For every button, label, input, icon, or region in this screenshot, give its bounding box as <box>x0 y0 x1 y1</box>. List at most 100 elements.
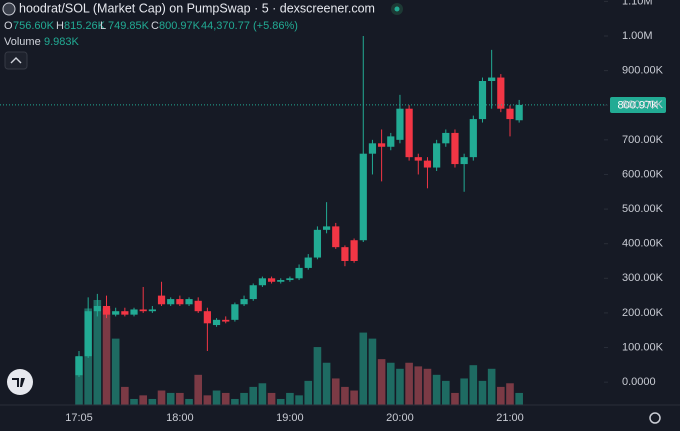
volume-bar <box>341 386 349 405</box>
candle-body <box>286 278 294 281</box>
candle-body <box>75 356 83 376</box>
tv-logo-mark <box>12 378 25 387</box>
volume-bar <box>331 378 340 405</box>
volume-bar <box>442 380 450 405</box>
candle-body <box>139 309 147 312</box>
close-value: 800.97K <box>159 20 201 32</box>
y-tick-label: 900.00K <box>622 65 664 77</box>
volume-bar <box>469 365 478 405</box>
x-tick-label: 17:05 <box>65 412 93 424</box>
candle-body <box>267 278 276 282</box>
candle-body <box>167 299 175 305</box>
volume-bar <box>148 398 157 405</box>
y-tick-label: 100.00K <box>622 341 664 353</box>
candle-body <box>222 319 230 322</box>
candle-body <box>341 247 349 261</box>
volume-bar <box>176 392 184 405</box>
y-tick-label: 300.00K <box>622 272 664 284</box>
volume-bar <box>368 338 377 405</box>
volume-bar <box>359 332 368 405</box>
y-tick-label: 1.00M <box>622 30 653 42</box>
y-tick-label: 700.00K <box>622 134 664 146</box>
candle-body <box>176 299 184 305</box>
candle-body <box>112 311 120 315</box>
plot-area <box>0 36 608 405</box>
candle-body <box>231 304 239 320</box>
volume-bar <box>487 368 496 405</box>
y-tick-label: 800.00K <box>622 99 664 111</box>
volume-bar <box>304 380 313 405</box>
volume-bar <box>295 395 303 405</box>
high-label: H <box>56 20 64 32</box>
candle-body <box>423 160 432 168</box>
y-tick-label: 1.10M <box>622 0 653 7</box>
volume-bar <box>414 366 423 405</box>
high-value: 815.26K <box>64 20 106 32</box>
x-tick-label: 19:00 <box>276 412 304 424</box>
volume-bar <box>432 374 441 405</box>
change-value: 44,370.77 (+5.86%) <box>201 20 298 32</box>
volume-bar <box>75 356 83 405</box>
candle-body <box>433 143 441 168</box>
last-price-tag <box>610 97 666 113</box>
header-title: hoodrat/SOL (Market Cap) on PumpSwap · 5… <box>19 1 375 15</box>
volume-bar <box>313 347 322 405</box>
candle-body <box>478 81 487 120</box>
y-tick-label: 600.00K <box>622 168 664 180</box>
candle-body <box>277 280 285 282</box>
volume-bar <box>515 392 523 405</box>
collapse-button[interactable] <box>4 51 28 70</box>
volume-bar <box>231 398 239 405</box>
volume-bar <box>121 386 129 405</box>
status-dot <box>394 6 400 12</box>
tv-logo[interactable] <box>7 369 33 395</box>
candle-body <box>102 306 111 315</box>
candle-body <box>240 299 248 305</box>
candle-body <box>93 306 101 312</box>
volume-bar <box>240 392 248 405</box>
volume-bar <box>185 398 193 405</box>
ohlc-legend: O 756.60K H 815.26K L 749.85K C 800.97K … <box>4 20 298 48</box>
open-label: O <box>4 20 13 32</box>
collapse-icon <box>10 57 22 64</box>
open-value: 756.60K <box>13 20 55 32</box>
volume-bar <box>111 338 120 405</box>
volume-bar <box>478 380 487 405</box>
candle-body <box>405 108 413 158</box>
y-tick-label: 500.00K <box>622 203 664 215</box>
candle-body <box>185 299 193 305</box>
y-tick-label: 400.00K <box>622 238 664 250</box>
candle-body <box>130 309 138 315</box>
volume-bar <box>396 368 404 405</box>
last-price-label: 800.97K <box>618 99 660 111</box>
settings-icon[interactable] <box>649 412 661 424</box>
volume-bar <box>212 390 221 405</box>
volume-bar <box>139 395 147 405</box>
candle-body <box>488 77 496 81</box>
volume-bar <box>405 362 413 405</box>
volume-bar <box>276 398 285 405</box>
candle-body <box>506 108 514 120</box>
volume-bar <box>130 398 138 405</box>
candle-body <box>84 311 92 357</box>
y-tick-label: 0.0000 <box>622 376 656 388</box>
low-value: 749.85K <box>108 20 150 32</box>
candle-body <box>387 136 395 147</box>
volume-bar <box>249 386 258 405</box>
volume-bar <box>386 362 395 405</box>
candle-body <box>313 229 322 258</box>
volume-label: Volume <box>4 36 41 48</box>
candle-body <box>148 309 156 312</box>
candle-body <box>396 108 404 140</box>
volume-bar <box>102 308 111 405</box>
candle-body <box>359 153 367 241</box>
candle-body <box>203 311 211 324</box>
candle-body <box>157 295 166 305</box>
candle-body <box>451 132 459 165</box>
volume-bar <box>350 390 358 405</box>
volume-bar <box>377 359 386 405</box>
volume-bar <box>506 383 514 405</box>
candle-body <box>332 226 340 248</box>
low-label: L <box>100 20 106 32</box>
